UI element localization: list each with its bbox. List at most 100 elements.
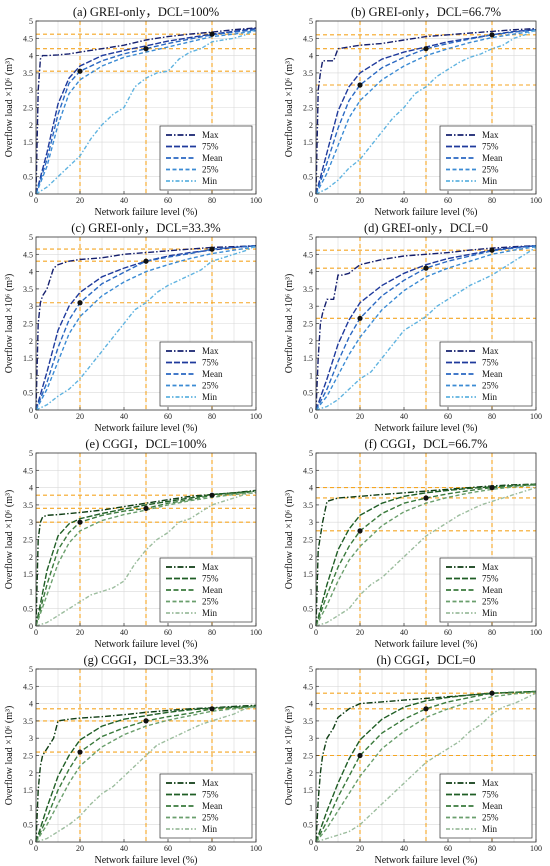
y-tick-label: 5	[29, 17, 33, 26]
legend-label: Min	[482, 392, 498, 402]
legend-label: 75%	[202, 790, 219, 800]
data-marker	[209, 31, 215, 37]
series-line-mean	[315, 484, 537, 627]
panel-title: (f) CGGI，DCL=66.7%	[364, 437, 487, 451]
y-tick-label: 4.5	[303, 34, 313, 43]
series-line-min	[35, 29, 257, 195]
y-axis-label: Overflow load ×10⁶ (m³)	[284, 706, 295, 806]
y-tick-label: 3.5	[23, 501, 33, 510]
data-marker	[77, 300, 83, 306]
series-line-min	[315, 692, 537, 843]
legend: Max 75%Mean 25%Min	[159, 557, 253, 623]
chart-panel-3: 0 20 40 60 80 100 0 0.5 1 1.5 2 2.5 3 3.5 4 4.5 5 (c) GRE…	[4, 221, 262, 434]
y-tick-label: 3.5	[303, 285, 313, 294]
x-tick-label: 80	[488, 196, 496, 205]
y-tick-label: 5	[29, 449, 33, 458]
y-tick-label: 0.5	[23, 173, 33, 182]
x-tick-label: 40	[400, 628, 408, 637]
legend-label: Mean	[202, 153, 223, 163]
data-marker	[357, 82, 363, 88]
x-tick-label: 80	[488, 844, 496, 853]
x-tick-label: 40	[120, 628, 128, 637]
series-line-max	[35, 27, 257, 195]
legend-label: Mean	[482, 801, 503, 811]
x-tick-label: 20	[76, 628, 84, 637]
y-tick-label: 4.5	[23, 34, 33, 43]
chart-panel-2: 0 20 40 60 80 100 0 0.5 1 1.5 2 2.5 3 3.5 4 4.5 5 (b) GRE…	[284, 5, 542, 218]
series-line-max	[315, 27, 537, 195]
series-line-max	[35, 245, 257, 411]
x-tick-label: 100	[250, 412, 262, 421]
panel-title: (d) GREI-only，DCL=0	[364, 221, 488, 235]
x-axis-label: Network failure level (%)	[374, 855, 477, 866]
x-tick-label: 0	[34, 196, 38, 205]
legend-label: Max	[202, 778, 219, 788]
legend-label: Min	[202, 392, 218, 402]
y-tick-label: 0.5	[303, 821, 313, 830]
y-tick-label: 1.5	[23, 354, 33, 363]
x-tick-label: 60	[444, 844, 452, 853]
x-tick-label: 40	[400, 844, 408, 853]
y-tick-label: 1.5	[303, 354, 313, 363]
y-axis-label: Overflow load ×10⁶ (m³)	[4, 706, 15, 806]
legend-label: Min	[202, 608, 218, 618]
legend-label: Max	[482, 562, 499, 572]
y-tick-label: 1	[29, 587, 33, 596]
x-axis-label: Network failure level (%)	[94, 855, 197, 866]
series-line-max	[315, 483, 537, 627]
data-marker	[357, 315, 363, 321]
x-tick-label: 80	[208, 412, 216, 421]
y-tick-label: 3.5	[23, 285, 33, 294]
series-line-mean	[315, 690, 537, 843]
y-tick-label: 1.5	[303, 570, 313, 579]
y-tick-label: 4	[309, 52, 313, 61]
data-marker	[77, 68, 83, 74]
x-tick-label: 40	[120, 412, 128, 421]
y-tick-label: 3.5	[23, 69, 33, 78]
legend: Max 75%Mean 25%Min	[439, 773, 533, 839]
y-tick-label: 5	[309, 17, 313, 26]
series-line-25pct	[315, 246, 537, 411]
data-marker	[423, 706, 429, 712]
y-tick-label: 3	[29, 302, 33, 311]
y-tick-label: 2	[29, 553, 33, 562]
x-tick-label: 60	[164, 628, 172, 637]
series-line-25pct	[315, 30, 537, 195]
data-marker	[357, 528, 363, 534]
x-tick-label: 60	[444, 628, 452, 637]
legend-label: Mean	[202, 801, 223, 811]
y-tick-label: 4	[29, 484, 33, 493]
legend-label: Max	[482, 130, 499, 140]
x-tick-label: 20	[76, 412, 84, 421]
x-axis-label: Network failure level (%)	[94, 639, 197, 650]
y-tick-label: 2	[309, 337, 313, 346]
y-tick-label: 3.5	[303, 69, 313, 78]
y-tick-label: 4.5	[23, 250, 33, 259]
x-tick-label: 20	[356, 628, 364, 637]
x-tick-label: 0	[314, 412, 318, 421]
y-tick-label: 0	[309, 838, 313, 847]
y-tick-label: 5	[309, 665, 313, 674]
x-tick-label: 100	[250, 628, 262, 637]
y-tick-label: 4	[29, 700, 33, 709]
x-tick-label: 80	[208, 844, 216, 853]
x-tick-label: 20	[76, 196, 84, 205]
data-marker	[423, 265, 429, 271]
data-marker	[209, 492, 215, 498]
y-tick-label: 2.5	[303, 104, 313, 113]
panel-title: (c) GREI-only，DCL=33.3%	[71, 221, 220, 235]
data-marker	[143, 505, 149, 511]
y-axis-label: Overflow load ×10⁶ (m³)	[284, 274, 295, 374]
y-tick-label: 3	[29, 734, 33, 743]
series-line-25pct	[315, 691, 537, 843]
x-tick-label: 0	[314, 196, 318, 205]
legend-label: 25%	[202, 381, 219, 391]
y-tick-label: 0.5	[23, 389, 33, 398]
panel-title: (h) CGGI，DCL=0	[376, 653, 475, 667]
y-tick-label: 3	[309, 86, 313, 95]
legend-label: 75%	[202, 358, 219, 368]
y-tick-label: 2	[309, 553, 313, 562]
y-tick-label: 3.5	[303, 501, 313, 510]
x-tick-label: 0	[314, 628, 318, 637]
y-tick-label: 4	[29, 268, 33, 277]
